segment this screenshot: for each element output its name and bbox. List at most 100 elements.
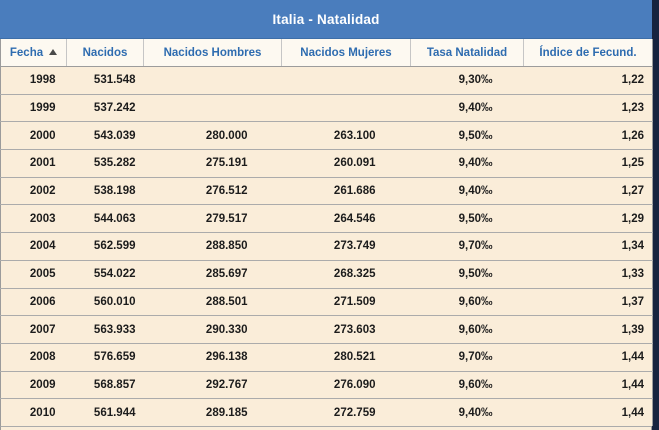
cell-nacidos: 554.022 — [66, 259, 144, 288]
cell-nacidos-hombres — [144, 67, 282, 95]
column-header-nacidos-hombres[interactable]: Nacidos Hombres — [143, 39, 282, 67]
cell-nacidos-hombres: 279.517 — [143, 204, 282, 233]
table-row: 2009 568.857 292.767 276.090 9,60‰ 1,44 — [0, 370, 653, 399]
cell-tasa-natalidad: 9,50‰ — [410, 121, 524, 150]
table-title-bar: Italia - Natalidad — [0, 0, 652, 39]
table-row: 2002 538.198 276.512 261.686 9,40‰ 1,27 — [0, 176, 653, 205]
cell-tasa-natalidad: 9,40‰ — [410, 398, 524, 427]
cell-nacidos-mujeres — [281, 93, 411, 122]
cell-tasa-natalidad: 9,70‰ — [410, 342, 524, 372]
cell-nacidos: 537.242 — [66, 93, 144, 122]
cell-nacidos: 560.010 — [66, 287, 144, 316]
cell-tasa-natalidad: 9,70‰ — [410, 232, 524, 261]
cell-fecha: 2004 — [0, 232, 67, 261]
column-header-label: Nacidos Mujeres — [300, 46, 392, 59]
cell-nacidos-hombres: 288.850 — [143, 232, 282, 261]
cell-nacidos-mujeres: 271.509 — [281, 287, 411, 316]
cell-indice-fecund: 1,44 — [523, 342, 653, 372]
cell-indice-fecund: 1,33 — [523, 259, 653, 288]
table-row: 2006 560.010 288.501 271.509 9,60‰ 1,37 — [0, 287, 653, 316]
table-row: 2008 576.659 296.138 280.521 9,70‰ 1,44 — [0, 342, 653, 372]
cell-nacidos: 535.282 — [66, 149, 144, 178]
cell-nacidos-hombres: 275.191 — [143, 149, 282, 178]
cell-nacidos-hombres: 288.501 — [143, 287, 282, 316]
table-row: 1999 537.242 9,40‰ 1,23 — [0, 93, 653, 122]
cell-nacidos-hombres: 285.697 — [143, 259, 282, 288]
cell-nacidos-mujeres: 273.749 — [281, 232, 411, 261]
cell-nacidos-hombres: 290.330 — [143, 315, 282, 344]
table-row: 2000 543.039 280.000 263.100 9,50‰ 1,26 — [0, 121, 653, 150]
column-header-nacidos[interactable]: Nacidos — [66, 39, 144, 67]
column-header-label: Tasa Natalidad — [426, 46, 508, 59]
cell-nacidos-mujeres: 264.546 — [281, 204, 411, 233]
table-row: 2003 544.063 279.517 264.546 9,50‰ 1,29 — [0, 204, 653, 233]
cell-tasa-natalidad: 9,60‰ — [410, 370, 524, 399]
cell-indice-fecund: 1,29 — [523, 204, 653, 233]
sort-ascending-icon — [49, 48, 58, 55]
cell-nacidos-mujeres: 276.090 — [281, 370, 411, 399]
cell-nacidos-mujeres: 273.603 — [281, 315, 411, 344]
cell-fecha: 2006 — [0, 287, 67, 316]
cell-fecha: 2009 — [0, 370, 67, 399]
cell-fecha: 2008 — [0, 342, 67, 372]
cell-tasa-natalidad: 9,40‰ — [410, 176, 524, 205]
cell-nacidos: 543.039 — [66, 121, 144, 150]
table-row: 2001 535.282 275.191 260.091 9,40‰ 1,25 — [0, 149, 653, 178]
cell-fecha: 2005 — [0, 259, 67, 288]
cell-fecha: 1999 — [0, 93, 67, 122]
cell-nacidos: 563.933 — [66, 315, 144, 344]
cell-nacidos-mujeres: 272.759 — [281, 398, 411, 427]
cell-fecha: 2007 — [0, 315, 67, 344]
column-header-nacidos-mujeres[interactable]: Nacidos Mujeres — [281, 39, 411, 67]
cell-indice-fecund: 1,26 — [523, 121, 653, 150]
table-row: 2007 563.933 290.330 273.603 9,60‰ 1,39 — [0, 315, 653, 344]
cell-fecha: 2003 — [0, 204, 67, 233]
cell-tasa-natalidad: 9,30‰ — [458, 74, 493, 87]
cell-nacidos-mujeres: 260.091 — [281, 149, 411, 178]
cell-tasa-natalidad: 9,50‰ — [410, 259, 524, 288]
natality-table: Fecha Nacidos Nacidos Hombres Nacidos Mu… — [0, 39, 653, 427]
cell-indice-fecund: 1,44 — [523, 398, 653, 427]
column-header-indice-fecund[interactable]: Índice de Fecund. — [523, 39, 653, 67]
cell-tasa-natalidad: 9,40‰ — [410, 93, 524, 122]
cell-tasa-natalidad: 9,60‰ — [410, 287, 524, 316]
cell-tasa-natalidad: 9,60‰ — [410, 315, 524, 344]
cell-indice-fecund: 1,34 — [523, 232, 653, 261]
cell-nacidos-hombres — [143, 93, 282, 122]
cell-fecha: 2010 — [0, 398, 67, 427]
cell-fecha: 2001 — [0, 149, 67, 178]
column-header-fecha[interactable]: Fecha — [0, 39, 67, 67]
column-header-label: Índice de Fecund. — [539, 46, 637, 59]
cell-nacidos: 531.548 — [93, 74, 136, 87]
cell-nacidos: 576.659 — [66, 342, 144, 372]
cell-nacidos-hombres: 280.000 — [143, 121, 282, 150]
cell-indice-fecund: 1,27 — [523, 176, 653, 205]
cell-nacidos-mujeres — [282, 67, 411, 95]
cell-nacidos-mujeres: 280.521 — [281, 342, 411, 372]
table-row: 1998 531.548 9,30‰ 1,22 — [0, 66, 653, 95]
cell-fecha: 2002 — [0, 176, 67, 205]
cell-nacidos-mujeres: 268.325 — [281, 259, 411, 288]
column-header-label: Nacidos Hombres — [163, 46, 262, 59]
table-row: 2010 561.944 289.185 272.759 9,40‰ 1,44 — [0, 398, 653, 427]
column-header-tasa-natalidad[interactable]: Tasa Natalidad — [410, 39, 524, 67]
cell-nacidos-hombres: 276.512 — [143, 176, 282, 205]
cell-nacidos: 544.063 — [66, 204, 144, 233]
cell-tasa-natalidad: 9,40‰ — [410, 149, 524, 178]
cell-fecha: 2000 — [0, 121, 67, 150]
cell-nacidos: 538.198 — [66, 176, 144, 205]
cell-nacidos-hombres: 289.185 — [143, 398, 282, 427]
partial-next-row — [0, 426, 652, 430]
table-row: 2004 562.599 288.850 273.749 9,70‰ 1,34 — [0, 232, 653, 261]
cell-nacidos: 568.857 — [66, 370, 144, 399]
cell-indice-fecund: 1,22 — [621, 74, 644, 87]
cell-fecha: 1998 — [29, 74, 56, 87]
cell-indice-fecund: 1,23 — [523, 93, 653, 122]
table-title: Italia - Natalidad — [272, 11, 380, 27]
table-header-row: Fecha Nacidos Nacidos Hombres Nacidos Mu… — [0, 39, 653, 67]
cell-nacidos: 561.944 — [66, 398, 144, 427]
cell-tasa-natalidad: 9,50‰ — [410, 204, 524, 233]
cell-nacidos: 562.599 — [66, 232, 144, 261]
